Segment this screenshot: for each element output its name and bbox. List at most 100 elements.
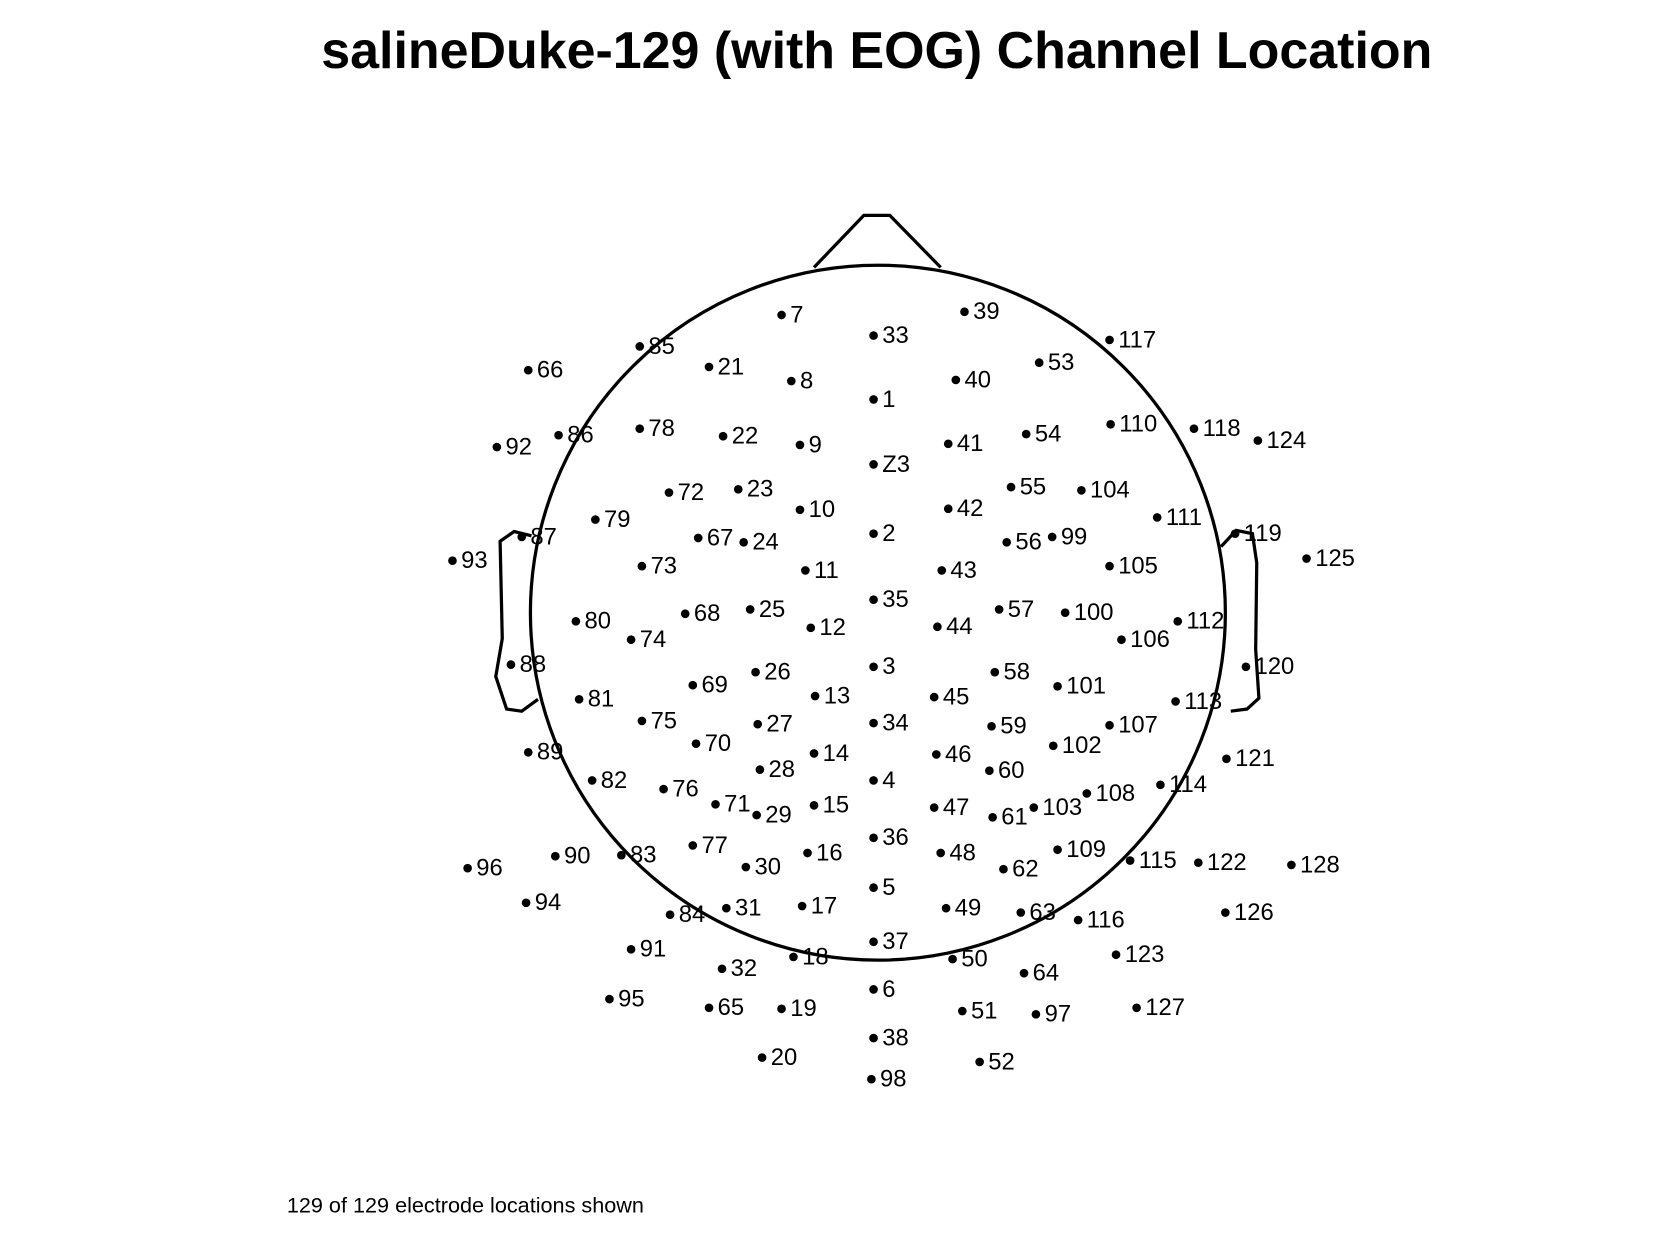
electrode-dot: [797, 901, 807, 911]
electrode-label: 52: [988, 1048, 1014, 1075]
electrode-label: 128: [1300, 851, 1340, 878]
electrode-dot: [869, 718, 878, 728]
electrode-label: 35: [882, 586, 908, 613]
electrode-label: 69: [701, 672, 727, 699]
electrode-label: 121: [1235, 745, 1275, 772]
electrode-dot: [741, 862, 751, 872]
electrode-label: 34: [882, 709, 908, 736]
electrode-label: 105: [1118, 553, 1158, 580]
electrode-dot: [941, 903, 951, 913]
electrode-label: Z3: [882, 451, 910, 478]
electrode-label: 91: [640, 936, 666, 963]
electrode-label: 51: [971, 997, 997, 1024]
electrode-dot: [1253, 436, 1263, 445]
electrode-label: 70: [705, 730, 731, 757]
electrode-dot: [933, 622, 942, 632]
electrode-label: 119: [1244, 520, 1282, 547]
electrode-label: 32: [731, 955, 757, 982]
electrode-dot: [523, 365, 533, 375]
electrode-dot: [795, 440, 805, 450]
electrode-dot: [680, 609, 690, 619]
electrode-dot: [869, 595, 878, 605]
electrode-dot: [635, 342, 645, 351]
electrode-dot: [717, 964, 727, 974]
electrode-dot: [718, 431, 728, 441]
electrode-label: 55: [1020, 473, 1046, 500]
electrode-label: 95: [618, 986, 644, 1013]
electrode-dot: [1156, 780, 1165, 790]
electrode-label: 12: [819, 614, 845, 641]
electrode-label: 62: [1012, 856, 1038, 883]
electrode-dot: [1106, 420, 1115, 429]
electrode-dot: [869, 395, 878, 404]
electrode-label: 53: [1048, 349, 1074, 376]
electrode-label: 11: [814, 557, 839, 584]
electrode-dot: [786, 376, 796, 386]
electrode-label: 14: [823, 740, 849, 767]
electrode-dot: [1171, 697, 1180, 706]
electrode-label: 59: [1000, 713, 1026, 740]
electrode-label: 120: [1255, 653, 1295, 680]
electrode-label: 87: [530, 523, 556, 550]
electrode-dot: [869, 883, 878, 892]
electrode-dot: [929, 692, 939, 702]
electrode-label: 28: [769, 756, 795, 783]
electrode-label: 103: [1042, 794, 1082, 821]
electrode-label: 110: [1119, 411, 1157, 438]
electrode-dot: [869, 985, 878, 994]
electrode-label: 61: [1001, 804, 1027, 831]
electrode-dot: [948, 954, 957, 964]
electrode-dot: [810, 691, 820, 701]
electrode-dot: [801, 566, 810, 575]
electrode-dot: [688, 841, 698, 850]
electrode-label: 104: [1090, 477, 1130, 504]
electrode-label: 108: [1095, 780, 1135, 807]
electrode-label: 39: [973, 298, 999, 325]
electrode-label: 116: [1087, 906, 1125, 933]
electrode-dot: [988, 812, 997, 822]
electrode-dot: [867, 1074, 876, 1084]
electrode-label: 118: [1203, 415, 1241, 442]
electrode-dot: [1125, 856, 1135, 865]
electrode-dot: [869, 1033, 878, 1043]
electrode-label: 25: [759, 596, 785, 623]
electrode-label: 78: [648, 415, 674, 442]
electrode-dot: [688, 680, 698, 690]
electrode-label: 100: [1074, 599, 1114, 626]
electrode-label: 49: [955, 895, 981, 922]
electrode-dot: [1132, 1003, 1141, 1013]
electrode-dot: [1031, 1009, 1041, 1019]
electrode-dot: [777, 310, 786, 320]
electrode-dot: [777, 1004, 786, 1014]
electrode-label: 9: [809, 431, 822, 458]
electrode-dot: [943, 504, 953, 514]
electrode-dot: [574, 694, 584, 704]
electrode-label: 17: [811, 892, 837, 919]
electrode-label: 36: [882, 824, 908, 851]
electrode-label: 50: [961, 945, 987, 972]
electrode-label: 83: [630, 842, 656, 869]
electrode-dot: [752, 810, 761, 820]
electrode-dot: [1077, 486, 1086, 495]
electrode-label: 20: [771, 1044, 797, 1071]
electrode-dot: [1193, 858, 1203, 868]
electrode-label: 107: [1118, 712, 1158, 739]
electrode-label: 2: [882, 520, 895, 547]
electrode-dot: [1048, 741, 1058, 751]
electrode-label: 115: [1139, 847, 1177, 874]
electrode-label: 19: [790, 995, 816, 1022]
electrode-dot: [635, 424, 645, 433]
electrode-label: 64: [1033, 960, 1059, 987]
electrode-dot: [1002, 537, 1012, 547]
electrode-dot: [975, 1057, 984, 1067]
electrode-label: 114: [1169, 771, 1207, 798]
electrode-label: 124: [1266, 427, 1306, 454]
electrode-dot: [659, 784, 668, 794]
electrode-dot: [664, 488, 674, 497]
electrode-label: 73: [651, 553, 677, 580]
electrode-label: 26: [764, 659, 790, 686]
electrode-dot: [521, 898, 531, 908]
electrode-dot: [1060, 608, 1070, 618]
electrode-label: 58: [1003, 659, 1029, 686]
electrode-label: 1: [882, 386, 895, 413]
